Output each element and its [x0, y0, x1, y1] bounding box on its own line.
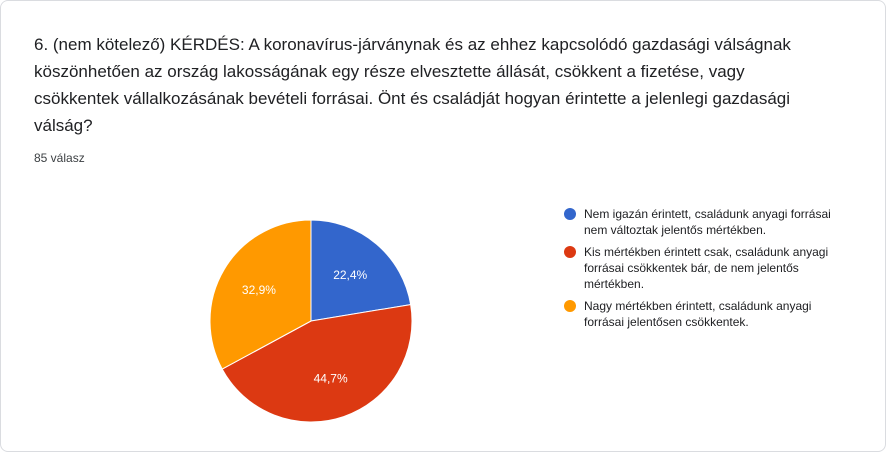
pie-slice-label-3: 32,9% [242, 283, 276, 297]
response-count: 85 válasz [34, 151, 85, 165]
legend-label-3: Nagy mértékben érintett, családunk anyag… [584, 299, 812, 329]
legend-label-1: Nem igazán érintett, családunk anyagi fo… [584, 207, 831, 237]
pie-slice-3[interactable] [209, 219, 312, 370]
legend-swatch-2 [564, 246, 576, 258]
legend-swatch-3 [564, 300, 576, 312]
legend-label-2: Kis mértékben érintett csak, családunk a… [584, 245, 829, 291]
legend-item-1[interactable]: Nem igazán érintett, családunk anyagi fo… [564, 206, 834, 238]
pie-slice-label-2: 44,7% [314, 371, 348, 385]
pie-slice-2[interactable] [221, 303, 413, 423]
chart-legend: Nem igazán érintett, családunk anyagi fo… [564, 206, 834, 336]
pie-chart[interactable]: 22,4% 44,7% 32,9% [201, 211, 421, 431]
question-title: 6. (nem kötelező) KÉRDÉS: A koronavírus-… [34, 35, 791, 135]
pie-slice-label-1: 22,4% [333, 268, 367, 282]
legend-item-2[interactable]: Kis mértékben érintett csak, családunk a… [564, 244, 834, 292]
pie-slice-1[interactable] [310, 219, 412, 322]
legend-swatch-1 [564, 208, 576, 220]
legend-item-3[interactable]: Nagy mértékben érintett, családunk anyag… [564, 298, 834, 330]
